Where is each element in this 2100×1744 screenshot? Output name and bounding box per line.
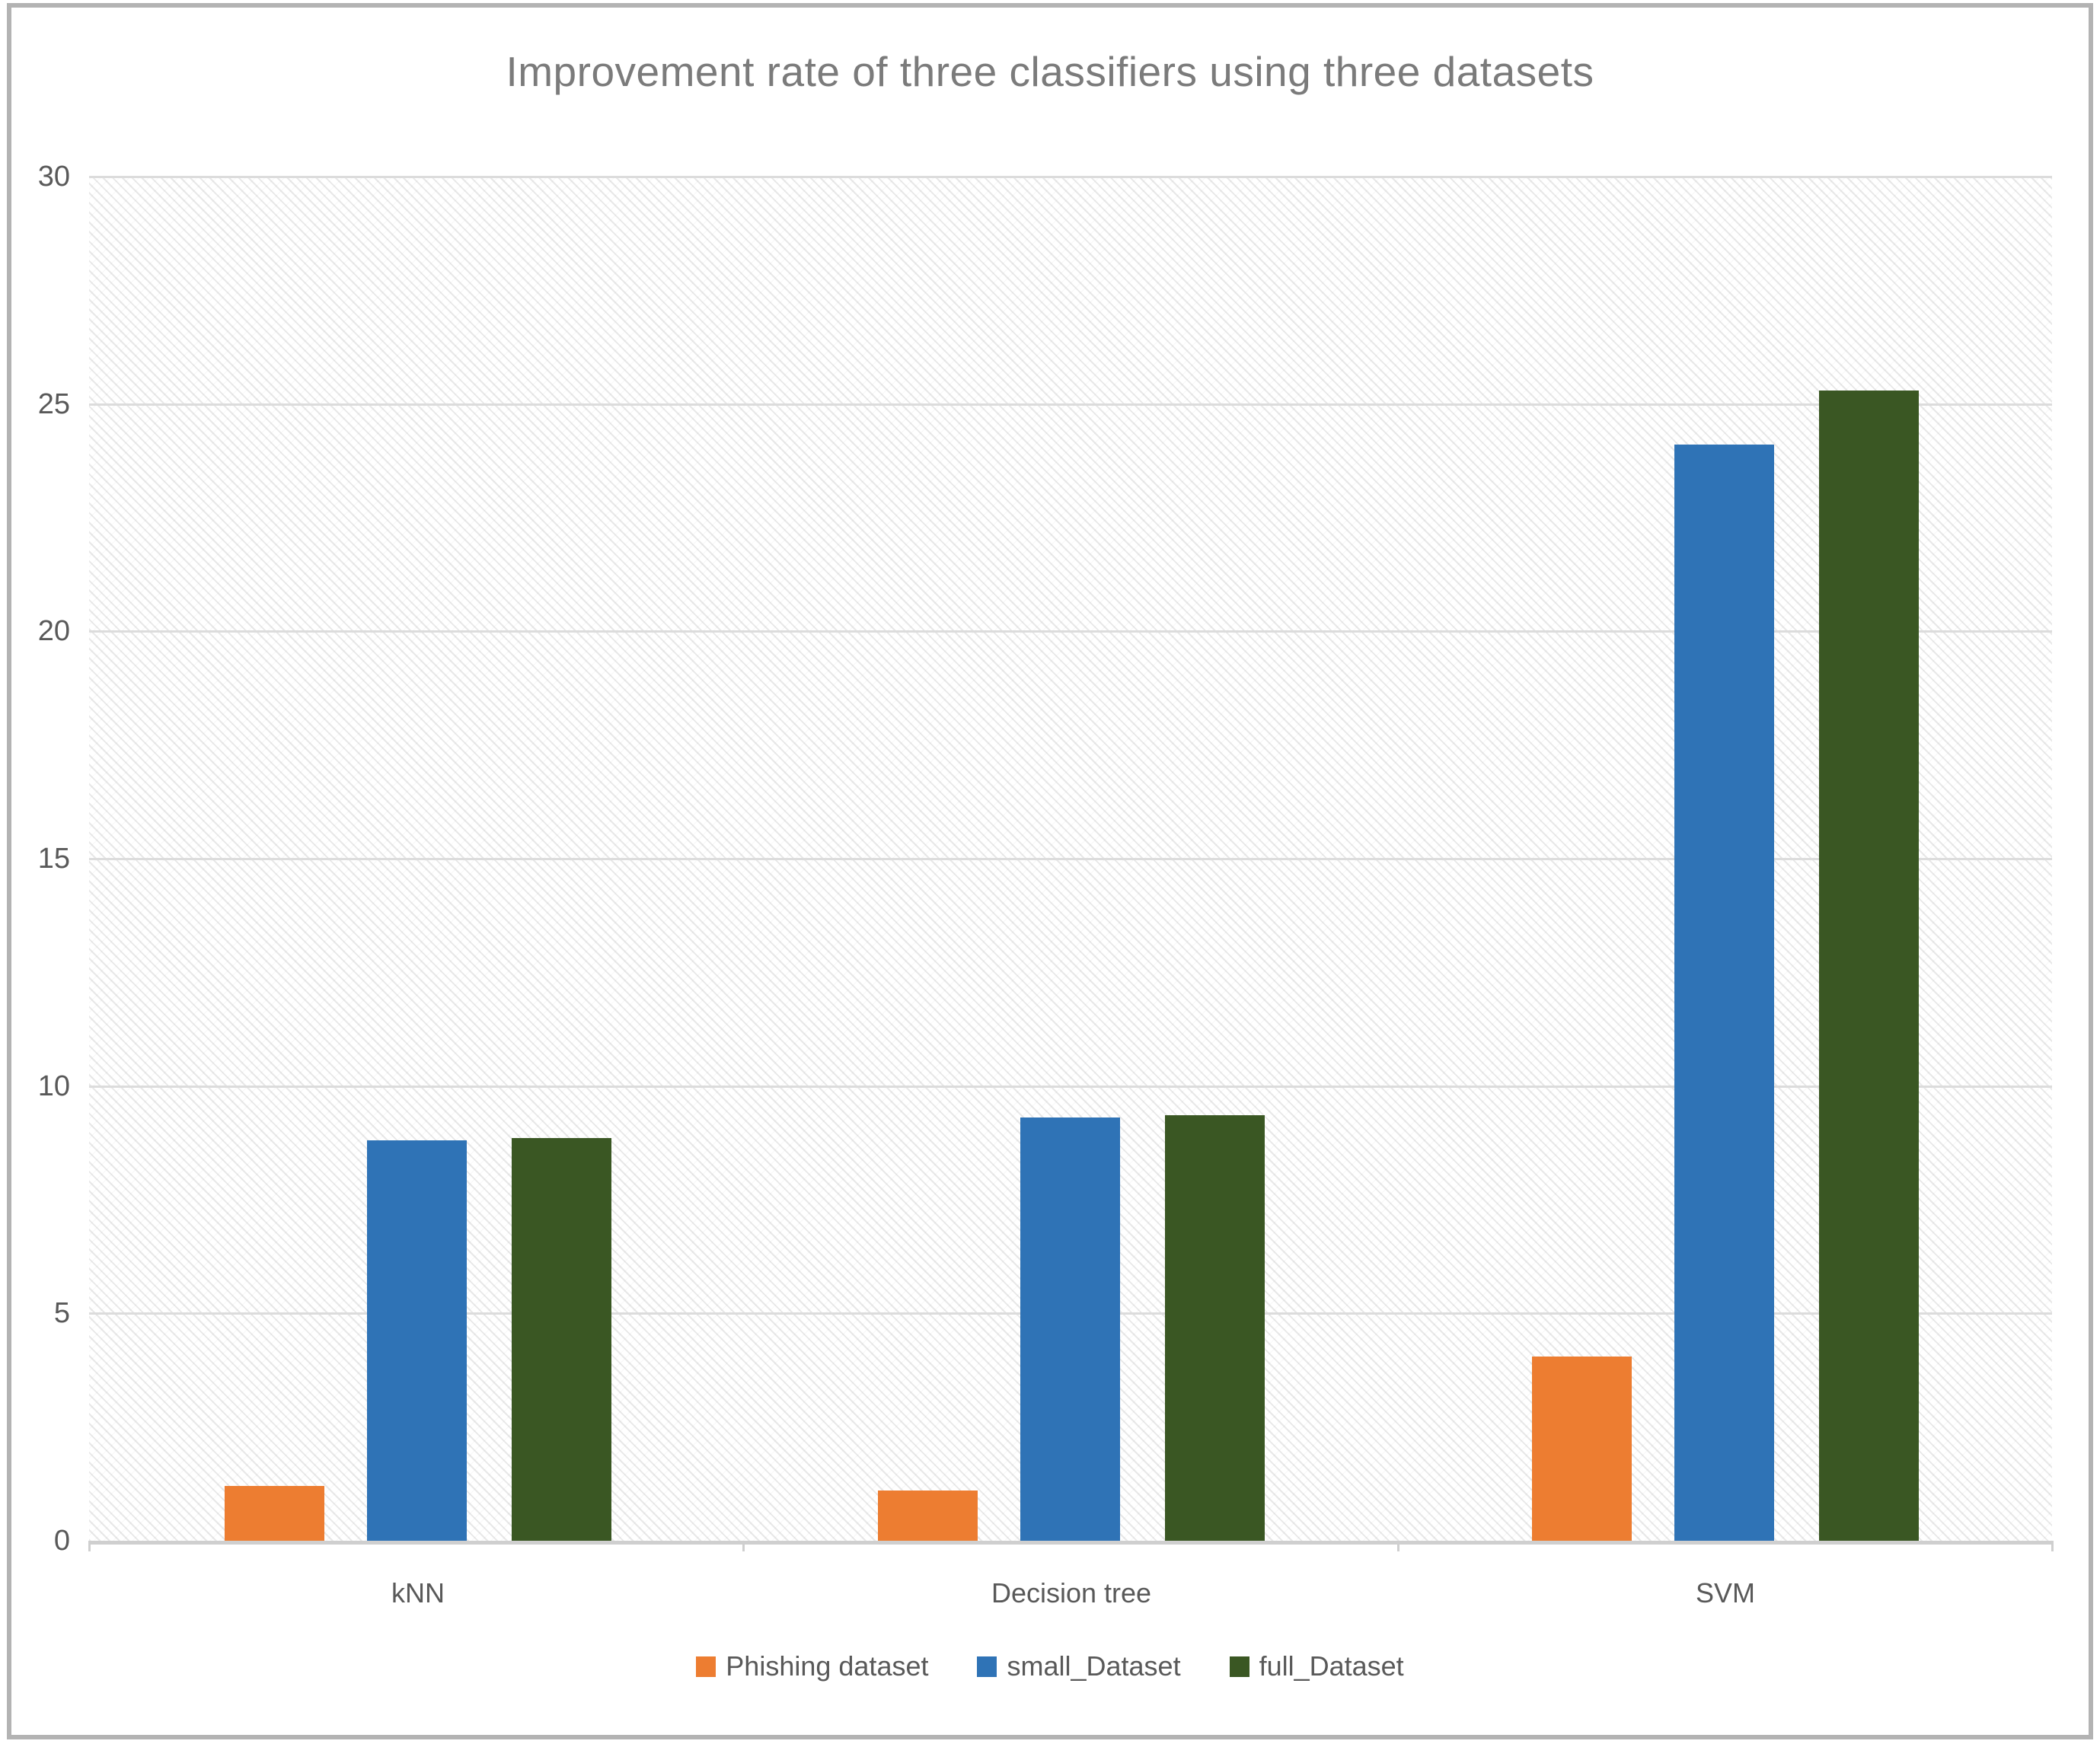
gridline-20 <box>89 630 2052 633</box>
x-axis-tick <box>2051 1541 2054 1551</box>
legend-label-phishing-dataset: Phishing dataset <box>726 1650 929 1682</box>
x-axis-category-label-knn: kNN <box>391 1577 445 1608</box>
legend-item-small-dataset: small_Dataset <box>977 1650 1181 1682</box>
y-axis-tick-label-30: 30 <box>37 161 70 193</box>
bar-decision-tree-phishing-dataset <box>878 1491 978 1541</box>
y-axis-tick-label-0: 0 <box>53 1525 70 1557</box>
legend-item-phishing-dataset: Phishing dataset <box>696 1650 928 1682</box>
x-axis-tick <box>88 1541 91 1551</box>
bar-knn-phishing-dataset <box>225 1486 324 1541</box>
bar-knn-small-dataset <box>367 1140 467 1541</box>
y-axis-tick-label-25: 25 <box>37 387 70 420</box>
x-axis-tick <box>1397 1541 1399 1551</box>
bar-decision-tree-small-dataset <box>1020 1117 1120 1541</box>
gridline-15 <box>89 858 2052 860</box>
legend-swatch-icon-full-dataset <box>1229 1656 1249 1677</box>
gridline-25 <box>89 403 2052 406</box>
bar-knn-full-dataset <box>512 1138 611 1541</box>
y-axis-tick-label-5: 5 <box>53 1297 70 1330</box>
gridline-10 <box>89 1085 2052 1088</box>
chart-title: Improvement rate of three classifiers us… <box>506 48 1594 95</box>
x-axis-category-label-svm: SVM <box>1695 1577 1756 1608</box>
bar-svm-full-dataset <box>1819 391 1919 1541</box>
legend: Phishing dataset small_Dataset full_Datase… <box>0 1650 2100 1682</box>
gridline-30 <box>89 176 2052 178</box>
y-axis-tick-label-10: 10 <box>37 1070 70 1102</box>
legend-swatch-icon-phishing-dataset <box>696 1656 716 1677</box>
bar-decision-tree-full-dataset <box>1165 1115 1265 1541</box>
legend-item-full-dataset: full_Dataset <box>1229 1650 1404 1682</box>
x-axis-tick <box>742 1541 745 1551</box>
bar-svm-phishing-dataset <box>1532 1357 1632 1541</box>
legend-label-small-dataset: small_Dataset <box>1007 1650 1181 1682</box>
y-axis-tick-label-15: 15 <box>37 843 70 875</box>
legend-swatch-icon-small-dataset <box>977 1656 997 1677</box>
y-axis-tick-label-20: 20 <box>37 615 70 648</box>
legend-label-full-dataset: full_Dataset <box>1259 1650 1404 1682</box>
plot-area <box>88 176 2054 1551</box>
x-axis-category-label-decision-tree: Decision tree <box>991 1577 1152 1608</box>
bar-svm-small-dataset <box>1674 445 1774 1541</box>
